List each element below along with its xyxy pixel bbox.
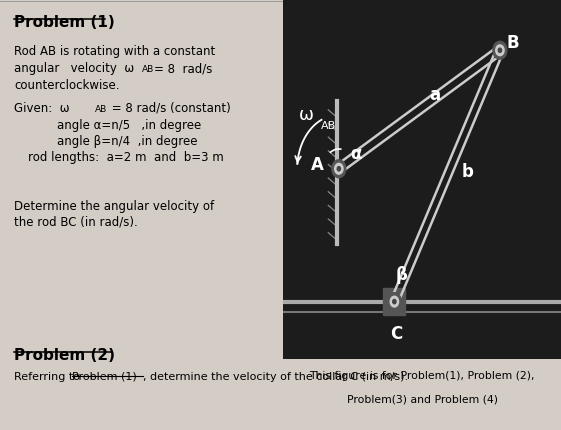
Circle shape [390,296,398,307]
Text: ω: ω [298,106,314,124]
Bar [383,288,406,315]
Text: C: C [390,325,402,343]
Text: angle β=n/4  ,in degree: angle β=n/4 ,in degree [57,135,197,148]
Text: A: A [311,156,324,174]
Text: Determine the angular velocity of: Determine the angular velocity of [14,200,214,213]
Text: Problem (1): Problem (1) [72,372,137,382]
Text: angle α=n/5   ,in degree: angle α=n/5 ,in degree [57,119,201,132]
Text: Problem (1): Problem (1) [14,15,115,30]
Text: Problem(3) and Problem (4): Problem(3) and Problem (4) [347,395,498,405]
Circle shape [393,299,396,304]
Text: the rod BC (in rad/s).: the rod BC (in rad/s). [14,216,138,229]
Text: rod lengths:  a=2 m  and  b=3 m: rod lengths: a=2 m and b=3 m [28,151,224,164]
Circle shape [493,41,507,59]
Circle shape [335,163,343,174]
Text: AB: AB [141,65,154,74]
Text: Given:  ω: Given: ω [14,102,70,115]
Text: B: B [507,34,519,52]
Text: Problem (2): Problem (2) [14,348,115,363]
Text: counterclockwise.: counterclockwise. [14,79,119,92]
Text: = 8 rad/s (constant): = 8 rad/s (constant) [108,102,231,115]
Text: β: β [396,266,407,284]
Circle shape [498,48,502,52]
Circle shape [332,160,346,178]
Text: α: α [351,144,362,163]
Text: AB: AB [321,121,336,131]
Text: AB: AB [95,105,107,114]
Text: a: a [429,86,440,104]
Circle shape [337,166,341,171]
Text: = 8  rad/s: = 8 rad/s [154,62,213,75]
Circle shape [496,45,504,55]
Text: Rod AB is rotating with a constant: Rod AB is rotating with a constant [14,45,215,58]
Text: angular   velocity  ω: angular velocity ω [14,62,134,75]
Text: b: b [462,163,474,181]
Text: , determine the velocity of the collar C (in m/s).: , determine the velocity of the collar C… [143,372,408,382]
Text: Referring to: Referring to [14,372,84,382]
Text: This figure is for Problem(1), Problem (2),: This figure is for Problem(1), Problem (… [310,371,535,381]
Circle shape [388,293,401,310]
